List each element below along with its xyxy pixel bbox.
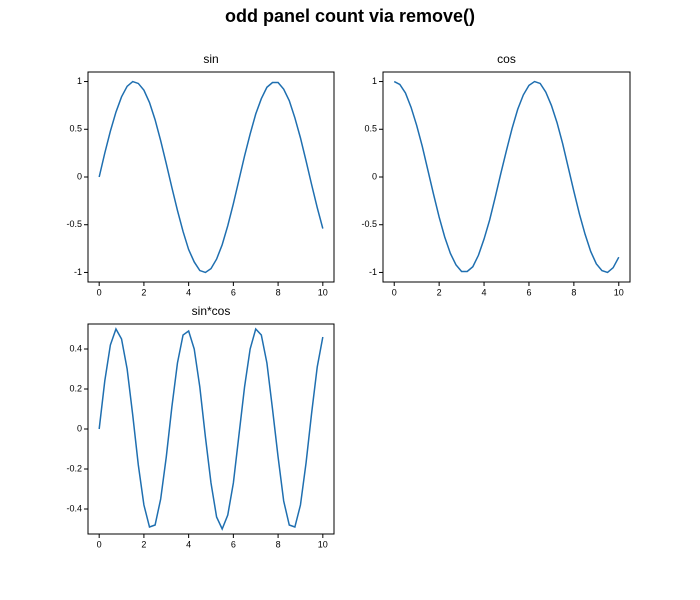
x-tick-label: 6: [231, 287, 236, 297]
y-tick-label: 0: [77, 171, 82, 181]
y-tick-label: 0.5: [364, 124, 377, 134]
x-tick-label: 10: [318, 539, 328, 549]
axes-frame: [87, 71, 335, 283]
x-tick-label: 4: [186, 287, 191, 297]
x-tick-label: 10: [614, 287, 624, 297]
x-tick-label: 2: [437, 287, 442, 297]
x-tick-label: 6: [526, 287, 531, 297]
figure-title: odd panel count via remove(): [225, 6, 475, 26]
y-tick-label: -0.4: [66, 503, 82, 513]
y-tick-label: -1: [369, 267, 377, 277]
x-tick-label: 10: [318, 287, 328, 297]
y-tick-label: 1: [372, 76, 377, 86]
panel-title: sin: [203, 52, 218, 66]
x-tick-label: 4: [482, 287, 487, 297]
x-tick-label: 2: [141, 287, 146, 297]
x-tick-label: 0: [97, 539, 102, 549]
x-tick-label: 0: [392, 287, 397, 297]
y-tick-label: 0.2: [69, 383, 82, 393]
line: [98, 80, 324, 274]
x-tick-label: 8: [276, 539, 281, 549]
y-tick-label: -0.2: [66, 463, 82, 473]
y-tick-label: 0: [372, 171, 377, 181]
line: [393, 80, 620, 274]
panel-title: sin*cos: [192, 304, 231, 318]
x-tick-label: 2: [141, 539, 146, 549]
y-tick-label: 0.4: [69, 343, 82, 353]
y-tick-label: -0.5: [66, 219, 82, 229]
panel-title: cos: [497, 52, 516, 66]
y-tick-label: 0.5: [69, 124, 82, 134]
line: [98, 327, 324, 531]
y-tick-label: 0: [77, 423, 82, 433]
x-tick-label: 4: [186, 539, 191, 549]
y-tick-label: -1: [74, 267, 82, 277]
x-tick-label: 0: [97, 287, 102, 297]
y-tick-label: 1: [77, 76, 82, 86]
x-tick-label: 6: [231, 539, 236, 549]
axes-frame: [382, 71, 631, 283]
x-tick-label: 8: [276, 287, 281, 297]
x-tick-label: 8: [571, 287, 576, 297]
y-tick-label: -0.5: [361, 219, 377, 229]
